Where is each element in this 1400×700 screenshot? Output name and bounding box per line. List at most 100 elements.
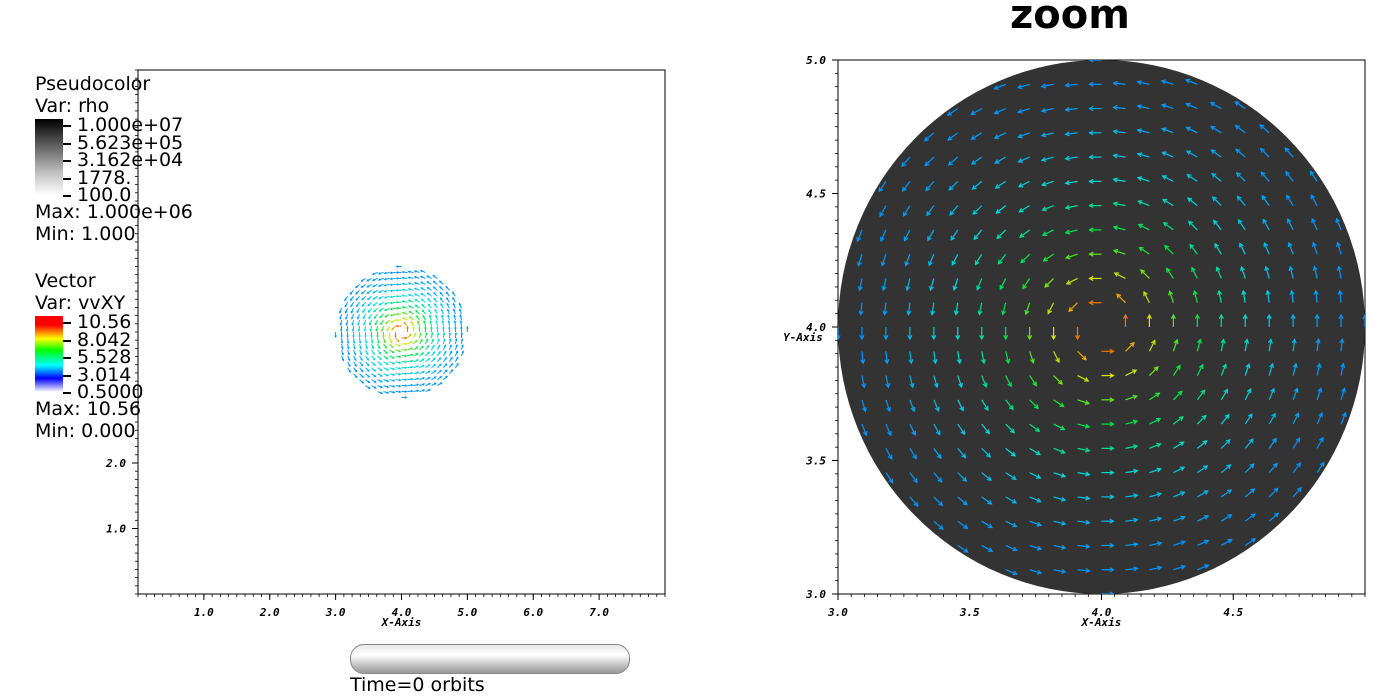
vector-arrowhead (970, 110, 976, 115)
vector-arrowhead (427, 364, 431, 367)
vector-arrowhead (1109, 348, 1115, 354)
velocity-vector (994, 132, 1006, 139)
vector-arrowhead (442, 331, 446, 335)
vector-arrowhead (1085, 447, 1091, 453)
vector-arrowhead (347, 352, 350, 356)
vector-arrowhead (1109, 518, 1115, 524)
rainbow-colorbar (35, 316, 63, 392)
velocity-vector (909, 496, 919, 507)
velocity-vector (1265, 266, 1270, 279)
vector-arrowhead (340, 335, 343, 339)
vector-arrowhead (1017, 133, 1023, 139)
vector-arrowhead (416, 371, 420, 374)
vector-arrowhead (1319, 436, 1324, 443)
vector-arrowhead (385, 321, 388, 325)
vector-arrowhead (452, 302, 456, 306)
vector-arrowhead (1156, 492, 1163, 497)
vector-arrowhead (1146, 313, 1152, 319)
velocity-vector (1266, 290, 1270, 303)
vector-arrowhead (1192, 289, 1198, 296)
vector-arrowhead (371, 346, 375, 350)
vector-arrowhead (417, 320, 420, 324)
vector-arrowhead (446, 297, 449, 300)
vector-arrowhead (1272, 462, 1278, 468)
x-tick-label: 3.0 (827, 606, 848, 619)
velocity-vector (1187, 197, 1198, 207)
vector-arrowhead (422, 377, 426, 380)
vector-arrowhead (419, 275, 423, 279)
vector-arrowhead (352, 335, 355, 339)
vector-arrowhead (363, 329, 367, 333)
vector-arrowhead (455, 350, 459, 354)
vector-arrowhead (428, 370, 431, 373)
vector-arrowhead (433, 357, 436, 361)
vector-arrowhead (395, 300, 399, 304)
vector-arrowhead (372, 284, 375, 288)
vector-arrowhead (1085, 519, 1091, 525)
velocity-vector (1284, 147, 1294, 158)
velocity-vector (1042, 205, 1054, 211)
vector-arrowhead (1131, 369, 1138, 374)
vector-arrowhead (401, 270, 405, 274)
velocity-vector (1005, 569, 1018, 575)
velocity-vector (1186, 150, 1198, 158)
vector-arrowhead (425, 332, 428, 335)
vector-arrowhead (1314, 313, 1320, 319)
velocity-vector (1017, 83, 1030, 89)
vector-arrowhead (993, 85, 999, 90)
vector-arrowhead (1061, 544, 1067, 550)
velocity-vector (1268, 487, 1279, 498)
vector-arrowhead (1064, 82, 1070, 88)
vector-arrowhead (1112, 177, 1118, 183)
velocity-vector (1168, 291, 1174, 303)
legend-var: Var: rho (35, 95, 110, 117)
vector-arrowhead (859, 335, 865, 341)
velocity-vector (885, 448, 893, 460)
velocity-vector (1005, 351, 1010, 364)
velocity-vector (1292, 437, 1301, 449)
vector-arrowhead (880, 236, 885, 243)
velocity-vector (1236, 172, 1246, 182)
vector-arrowhead (1109, 470, 1115, 476)
velocity-vector (1186, 126, 1198, 134)
velocity-vector (1161, 128, 1174, 134)
vector-arrowhead (406, 325, 409, 329)
velocity-vector (1185, 79, 1198, 85)
vector-arrowhead (392, 391, 396, 394)
velocity-vector (1244, 538, 1256, 546)
vector-arrowhead (445, 369, 448, 372)
vector-arrowhead (420, 292, 424, 296)
velocity-vector (1220, 389, 1228, 401)
vector-arrowhead (453, 320, 457, 323)
vector-arrowhead (912, 454, 917, 460)
vector-arrowhead (1285, 170, 1291, 177)
vector-arrowhead (1044, 282, 1050, 288)
vector-arrowhead (378, 352, 382, 355)
vector-arrowhead (1017, 108, 1023, 114)
vector-arrowhead (925, 186, 931, 192)
vector-arrowhead (356, 304, 359, 308)
vector-arrowhead (1293, 387, 1299, 393)
velocity-vector (1047, 302, 1055, 314)
vector-arrowhead (422, 389, 426, 392)
vector-arrowhead (987, 523, 993, 529)
velocity-vector (1220, 489, 1232, 498)
velocity-vector (978, 302, 983, 315)
time-slider[interactable] (350, 644, 630, 674)
vector-arrowhead (351, 317, 354, 320)
legend-title: Pseudocolor (35, 73, 151, 95)
vector-arrowhead (443, 344, 447, 348)
velocity-vector (951, 253, 959, 266)
velocity-vector (1268, 438, 1277, 449)
vector-arrowhead (1272, 437, 1277, 443)
vector-arrowhead (416, 365, 420, 368)
vector-arrowhead (426, 292, 430, 295)
velocity-vector (909, 423, 916, 436)
velocity-vector (1164, 245, 1174, 255)
vector-arrowhead (395, 283, 399, 286)
vector-arrowhead (346, 335, 349, 339)
velocity-vector (857, 254, 863, 266)
vector-arrowhead (380, 322, 383, 326)
vector-arrowhead (902, 211, 908, 217)
vector-arrowhead (880, 261, 886, 267)
